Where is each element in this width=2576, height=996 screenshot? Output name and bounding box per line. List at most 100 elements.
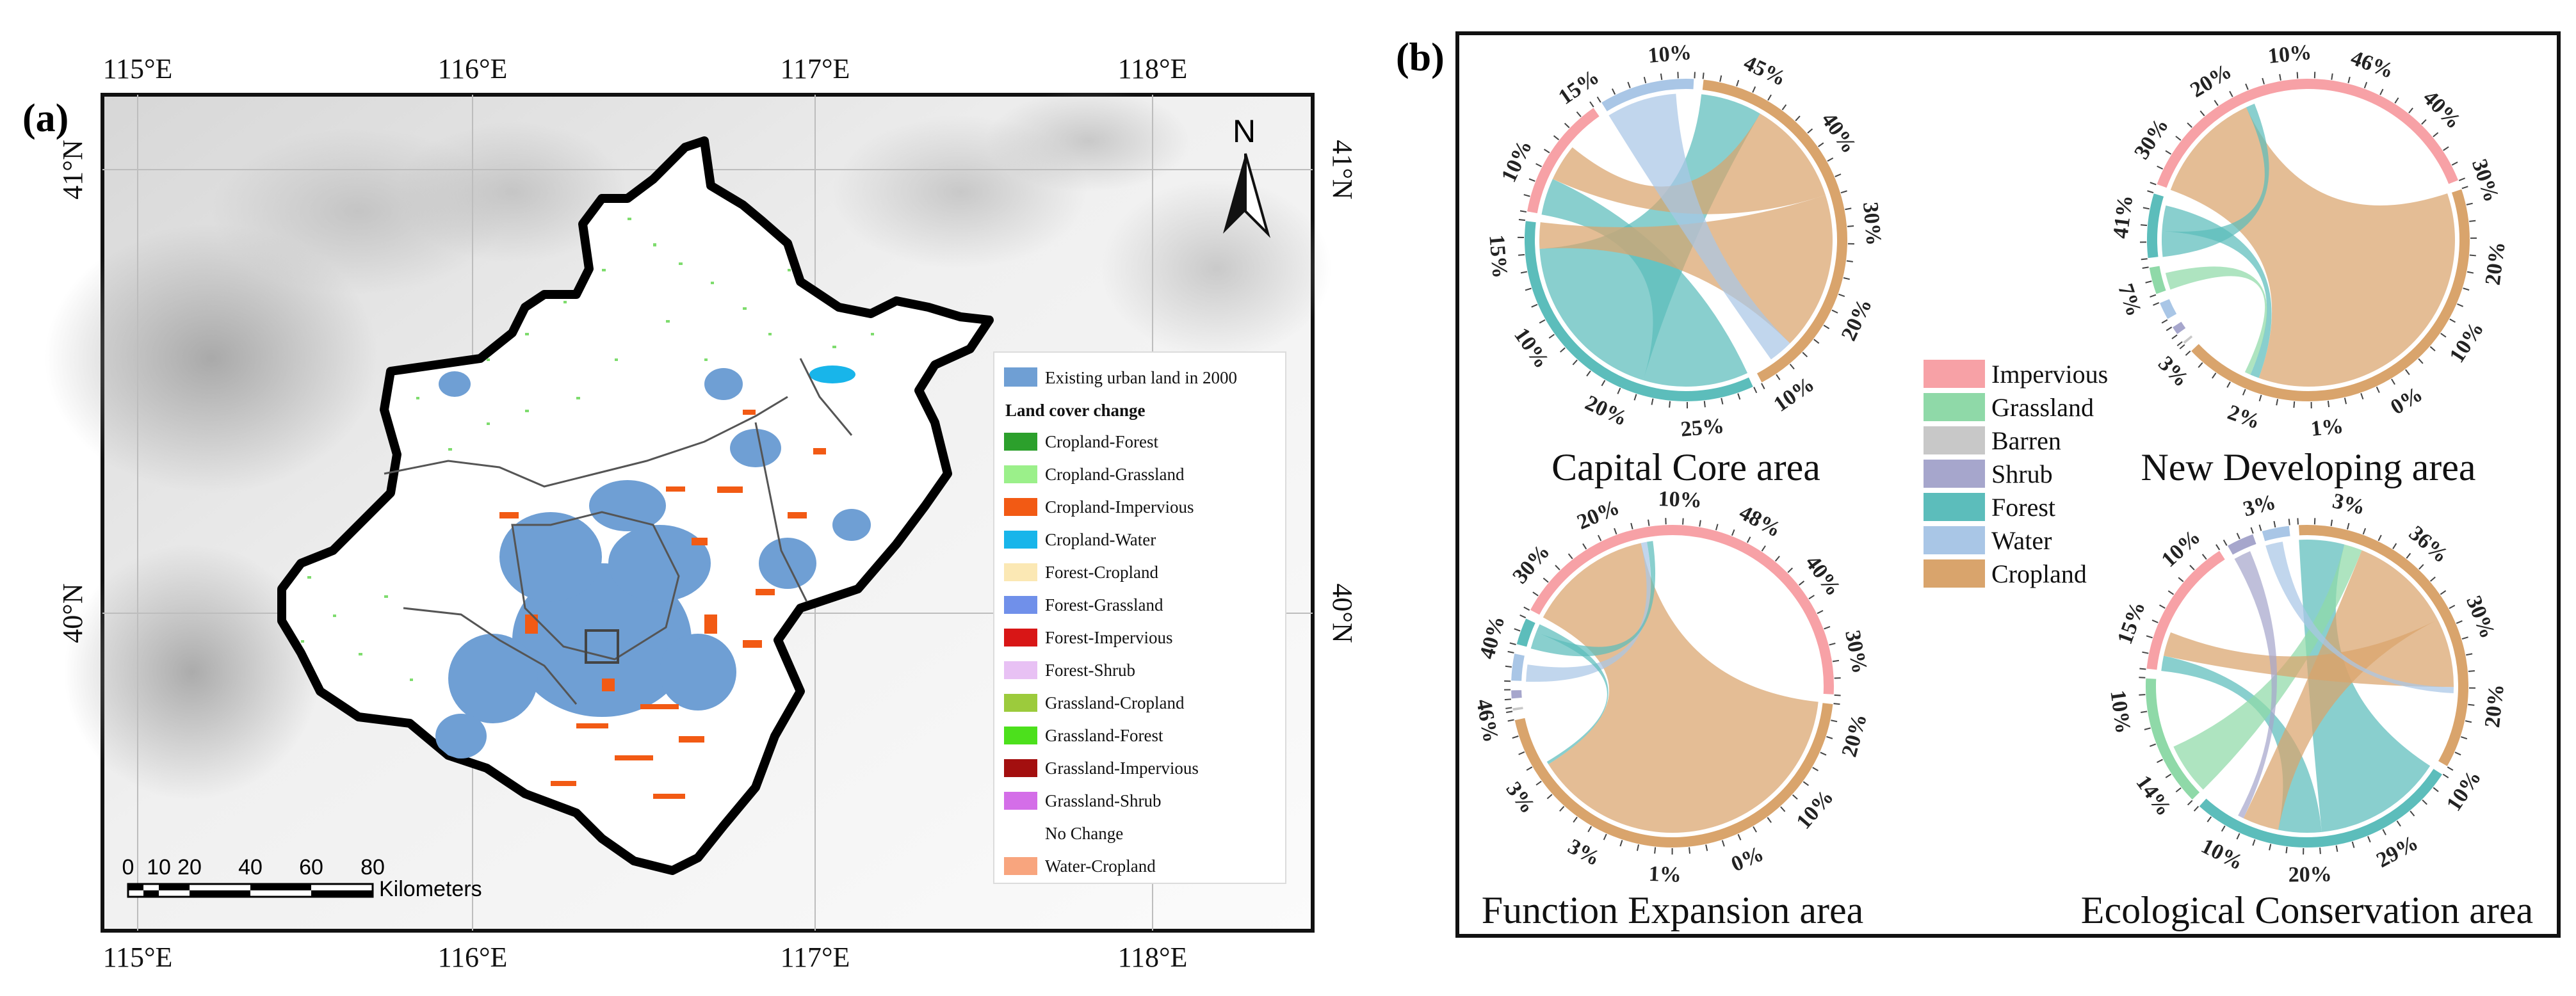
ring-tick bbox=[1648, 519, 1650, 526]
ribbon-water-to-impervious bbox=[1526, 542, 1651, 682]
ring-tick bbox=[1813, 339, 1820, 344]
panel-b: (b) 10%15%10% 45%40%30%20%10%25%20%10%15%… bbox=[1396, 31, 2561, 938]
ring-tick bbox=[1660, 73, 1663, 80]
lat-right-41: 41°N bbox=[1327, 140, 1358, 199]
lat-left-40: 40°N bbox=[57, 583, 88, 643]
ring-tick bbox=[2466, 653, 2473, 656]
ring-tick bbox=[2447, 766, 2454, 771]
ring-tick bbox=[1780, 806, 1786, 812]
ring-tick bbox=[2467, 271, 2474, 274]
ring-tick bbox=[1795, 115, 1801, 122]
ring-tick bbox=[1831, 719, 1838, 723]
ring-tick bbox=[2443, 146, 2449, 151]
ribbon-cropland-to-impervious bbox=[2170, 107, 2456, 387]
ring-tick bbox=[1505, 665, 1512, 668]
reservoir bbox=[809, 365, 855, 383]
ring-tick bbox=[2161, 319, 2168, 324]
chart-title-new-developing: New Developing area bbox=[2141, 446, 2475, 488]
chord-legend-swatch-grassland bbox=[1924, 393, 1985, 421]
panel-a: (a) bbox=[22, 53, 1358, 973]
ring-tick bbox=[2189, 565, 2195, 571]
ring-tick bbox=[2214, 100, 2219, 106]
ring-tick bbox=[1702, 72, 1705, 79]
ring-tick bbox=[2457, 303, 2464, 307]
ring-tick bbox=[1564, 122, 1570, 129]
ring-tick bbox=[2157, 759, 2163, 763]
ring-tick bbox=[1567, 553, 1573, 559]
sector-barren bbox=[2181, 333, 2195, 346]
ring-tick bbox=[2418, 358, 2424, 364]
scale-bar: 0 10 20 40 60 80 Kilometers bbox=[122, 855, 482, 901]
legend-swatch-cropland-impervious bbox=[1004, 498, 1037, 516]
sector-barren bbox=[1511, 705, 1525, 712]
ring-tick bbox=[2175, 787, 2182, 792]
ring-tick bbox=[2279, 74, 2281, 81]
ring-tick bbox=[1721, 840, 1725, 847]
legend-heading: Land cover change bbox=[1005, 401, 1146, 420]
ring-tick bbox=[2461, 636, 2468, 640]
ring-tick bbox=[2408, 108, 2413, 114]
ring-tick bbox=[2142, 651, 2149, 654]
scale-10: 10 bbox=[147, 855, 171, 880]
ring-tick bbox=[2363, 81, 2368, 89]
beijing-region bbox=[282, 141, 989, 871]
ring-tick bbox=[2258, 394, 2262, 401]
ring-tick bbox=[1619, 840, 1623, 847]
ring-tick bbox=[1528, 178, 1535, 182]
lon-top-117: 117°E bbox=[781, 53, 850, 84]
ring-tick bbox=[2185, 350, 2191, 356]
legend-swatch-cropland-forest bbox=[1004, 433, 1037, 451]
ring-tick bbox=[2165, 773, 2172, 778]
ring-tick bbox=[1824, 626, 1831, 630]
legend-swatch-forest-grassland bbox=[1004, 596, 1037, 614]
ring-tick bbox=[2207, 816, 2212, 823]
ring-tick bbox=[2273, 520, 2276, 528]
sector-shrub bbox=[1510, 689, 1523, 700]
ring-tick bbox=[2429, 576, 2436, 582]
ring-tick bbox=[2212, 373, 2217, 379]
ring-tick bbox=[1808, 595, 1815, 600]
ring-tick bbox=[2223, 540, 2228, 546]
ring-tick bbox=[1818, 142, 1824, 147]
north-arrow-label: N bbox=[1233, 113, 1256, 149]
ring-tick bbox=[2171, 334, 2178, 340]
ring-tick bbox=[2167, 590, 2175, 595]
ring-tick bbox=[2139, 677, 2146, 679]
ring-tick bbox=[2410, 810, 2415, 817]
capital-core bbox=[585, 629, 619, 664]
legend-swatch-grassland-shrub bbox=[1004, 792, 1037, 810]
ring-tick bbox=[2418, 564, 2424, 570]
legend-swatch-forest-shrub bbox=[1004, 661, 1037, 679]
ring-tick bbox=[2187, 122, 2192, 128]
ring-tick bbox=[2236, 533, 2240, 540]
ribbon-cropland-to-forest bbox=[2243, 550, 2438, 830]
ring-tick bbox=[1847, 225, 1854, 227]
ring-tick bbox=[1840, 190, 1847, 194]
ring-tick bbox=[1835, 173, 1842, 177]
chord-legend-label-water: Water bbox=[1991, 526, 2052, 555]
ring-tick bbox=[2193, 805, 2199, 812]
ring-tick bbox=[2157, 165, 2164, 170]
legend-swatch-no-change bbox=[1004, 824, 1037, 842]
ring-tick bbox=[2442, 773, 2449, 778]
lat-right-40: 40°N bbox=[1327, 583, 1358, 643]
ring-tick bbox=[1721, 398, 1724, 405]
ring-tick bbox=[2226, 382, 2231, 388]
ring-tick bbox=[1705, 844, 1708, 851]
ring-tick bbox=[2429, 346, 2436, 351]
legend-swatch-cropland-water bbox=[1004, 531, 1037, 549]
ring-label: 1% bbox=[1648, 862, 1681, 887]
ring-tick bbox=[1643, 76, 1647, 84]
legend-swatch-cropland-grassland bbox=[1004, 465, 1037, 483]
legend-label-grassland-forest: Grassland-Forest bbox=[1045, 726, 1163, 745]
ring-tick bbox=[1627, 81, 1631, 88]
legend-items: Cropland-Forest Cropland-Grassland Croplan… bbox=[1004, 432, 1199, 876]
ring-tick bbox=[1826, 735, 1833, 739]
ring-tick bbox=[1767, 817, 1772, 823]
ring-tick bbox=[1753, 387, 1758, 394]
ring-tick bbox=[1531, 303, 1538, 308]
ribbon-cropland-to-forest bbox=[1539, 195, 1833, 344]
ring-tick bbox=[1737, 833, 1742, 840]
ring-tick bbox=[1838, 293, 1845, 298]
ring-tick bbox=[2461, 186, 2468, 189]
